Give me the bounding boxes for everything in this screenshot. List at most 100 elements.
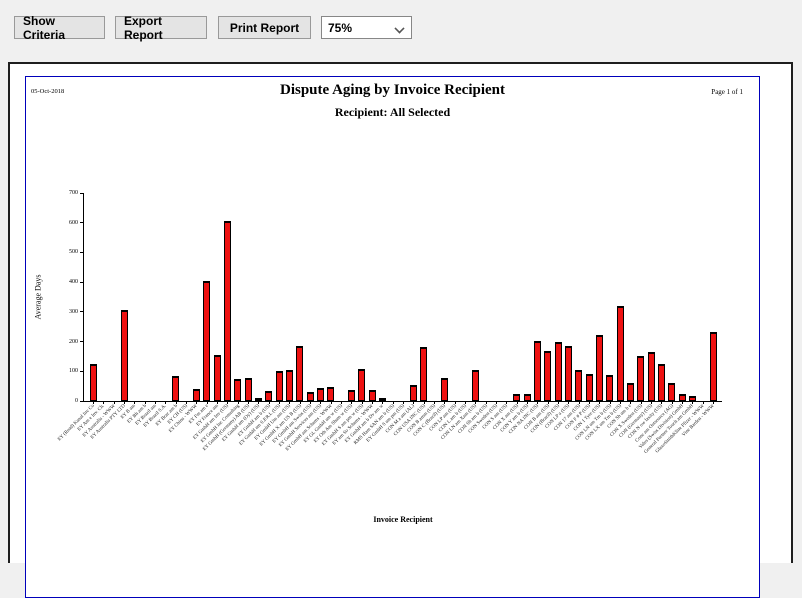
bar	[440, 378, 448, 401]
y-axis-tick	[80, 400, 84, 402]
bar	[120, 310, 128, 401]
x-axis-tick	[382, 401, 384, 404]
chevron-down-icon	[394, 23, 405, 34]
bar	[316, 388, 324, 401]
x-axis-tick	[444, 401, 446, 404]
x-axis-tick	[186, 401, 187, 404]
x-axis-tick	[196, 401, 198, 404]
x-axis-tick	[454, 401, 456, 404]
y-axis-title: Average Days	[33, 274, 43, 320]
x-axis-tick	[506, 401, 508, 404]
page-number: Page 1 of 1	[711, 88, 743, 96]
x-axis-tick	[320, 401, 322, 404]
bar	[285, 370, 293, 401]
bar	[296, 346, 304, 401]
y-axis-tick	[80, 192, 84, 194]
bar	[544, 351, 552, 401]
x-axis-tick	[682, 401, 683, 404]
y-axis-tick	[80, 222, 84, 224]
show-criteria-button[interactable]: Show Criteria	[14, 14, 105, 42]
x-axis-tick	[361, 401, 363, 404]
x-axis-tick	[692, 401, 694, 404]
x-axis-tick	[217, 401, 218, 404]
x-axis-tick	[206, 401, 208, 404]
x-axis-tick	[713, 401, 714, 404]
report-subtitle: Recipient: All Selected	[334, 105, 451, 119]
bar	[595, 335, 603, 401]
x-axis-tick	[527, 401, 528, 404]
x-axis-tick	[434, 401, 435, 404]
x-axis-tick	[124, 401, 125, 404]
x-axis-tick	[237, 401, 239, 404]
x-axis-tick	[372, 401, 373, 404]
bar	[234, 379, 242, 401]
bar	[637, 356, 645, 401]
bar	[203, 281, 211, 401]
y-axis-tick	[80, 251, 84, 253]
bar	[616, 306, 624, 401]
x-axis-tick	[134, 401, 136, 404]
x-axis-tick	[155, 401, 156, 404]
x-axis-tick	[258, 401, 260, 404]
x-axis-tick	[144, 401, 146, 404]
x-axis-tick	[599, 401, 601, 404]
bar	[688, 396, 696, 401]
zoom-select[interactable]: 75%	[321, 16, 412, 39]
bar	[678, 394, 686, 401]
y-axis-tick-label: 100	[69, 368, 78, 375]
bar	[513, 394, 521, 401]
bar	[471, 370, 479, 401]
report-title: Dispute Aging by Invoice Recipient	[279, 82, 505, 98]
bar	[709, 332, 717, 401]
bar	[327, 387, 335, 401]
bar	[213, 355, 221, 401]
x-axis-tick	[403, 401, 404, 404]
y-axis-tick	[80, 341, 84, 343]
x-axis-tick	[651, 401, 652, 404]
x-axis-tick	[413, 401, 415, 404]
bar	[358, 369, 366, 401]
bar	[409, 385, 417, 401]
bar	[192, 389, 200, 401]
print-report-button[interactable]: Print Report	[218, 16, 311, 39]
bar	[533, 341, 541, 401]
x-axis-tick	[578, 401, 580, 404]
x-axis-tick	[103, 401, 105, 404]
bar	[647, 352, 655, 401]
x-axis-tick	[465, 401, 466, 404]
bar	[420, 347, 428, 401]
bar	[275, 371, 283, 401]
y-axis-tick	[80, 370, 84, 372]
bar	[89, 364, 97, 401]
bar	[244, 378, 252, 401]
x-axis-tick	[289, 401, 291, 404]
y-axis-tick	[80, 281, 84, 283]
x-axis-tick	[537, 401, 539, 404]
x-axis-tick	[175, 401, 177, 404]
x-axis-tick	[341, 401, 342, 404]
x-axis-title: Invoice Recipient	[373, 515, 433, 524]
x-axis-tick	[671, 401, 673, 404]
bar	[368, 390, 376, 401]
bar	[223, 221, 231, 401]
bar	[306, 392, 314, 401]
bar	[265, 391, 273, 401]
report-frame: 05-Oct-2018 Dispute Aging by Invoice Rec…	[25, 76, 760, 598]
y-axis-tick-label: 500	[69, 249, 78, 256]
y-axis-tick	[80, 311, 84, 313]
export-report-button[interactable]: Export Report	[115, 14, 207, 42]
x-axis-tick	[568, 401, 570, 404]
zoom-select-value: 75%	[328, 20, 353, 35]
x-axis-tick	[227, 401, 229, 404]
x-axis-tick	[485, 401, 487, 404]
x-axis-tick	[661, 401, 663, 404]
y-axis-tick-label: 0	[75, 398, 78, 404]
bar	[554, 342, 562, 401]
toolbar: Show Criteria Export Report Print Report…	[0, 0, 802, 55]
bar	[626, 383, 634, 401]
bar	[523, 394, 531, 401]
y-axis-tick-label: 200	[69, 338, 78, 345]
bar	[585, 374, 593, 401]
x-axis-tick	[640, 401, 642, 404]
report-date: 05-Oct-2018	[31, 88, 65, 95]
